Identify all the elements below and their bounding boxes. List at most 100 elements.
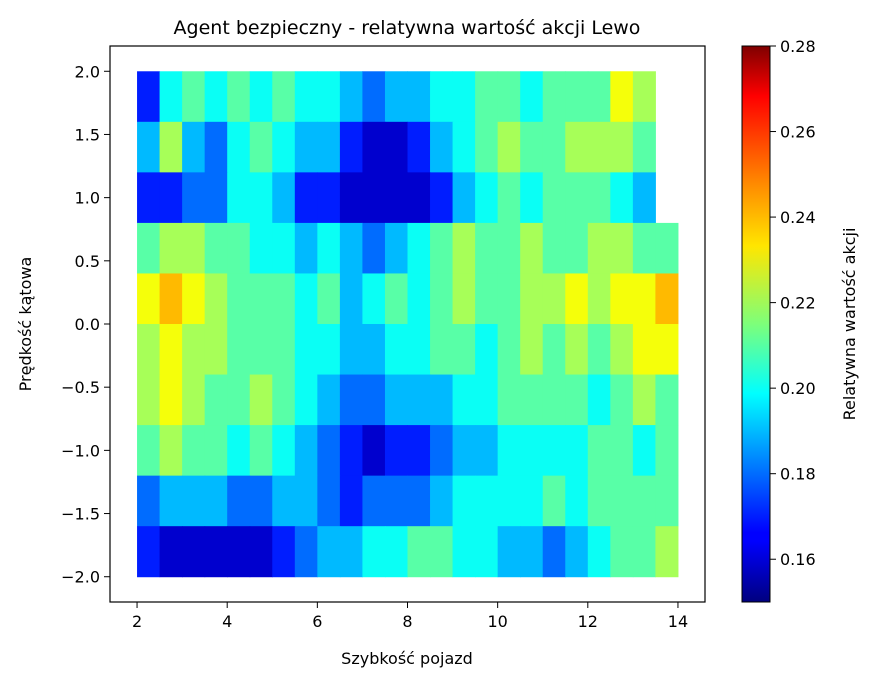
heatmap-cell <box>610 71 634 123</box>
heatmap-cell <box>204 374 228 426</box>
heatmap-cell <box>497 71 521 123</box>
heatmap-cell <box>294 172 318 224</box>
heatmap-cell <box>294 222 318 274</box>
heatmap-cell <box>317 475 341 527</box>
heatmap-cell <box>632 425 656 477</box>
heatmap-cell <box>452 475 476 527</box>
heatmap-cell <box>272 121 296 173</box>
heatmap-cell <box>182 172 206 224</box>
heatmap-cell <box>565 475 589 527</box>
colorbar-tick-label: 0.22 <box>780 294 816 313</box>
heatmap-cell <box>137 324 161 376</box>
heatmap-cell <box>227 222 251 274</box>
heatmap-cell <box>249 374 273 426</box>
heatmap-cell <box>407 324 431 376</box>
heatmap-cell <box>204 172 228 224</box>
heatmap-cell <box>362 121 386 173</box>
heatmap-cell <box>159 475 183 527</box>
heatmap-cell <box>317 374 341 426</box>
heatmap-cell <box>475 222 499 274</box>
heatmap-cell <box>520 374 544 426</box>
heatmap-cell <box>542 121 566 173</box>
heatmap-cell <box>430 475 454 527</box>
heatmap-cell <box>272 425 296 477</box>
heatmap-cell <box>362 475 386 527</box>
heatmap-cell <box>227 71 251 123</box>
heatmap-cell <box>204 526 228 578</box>
heatmap-cell <box>182 71 206 123</box>
colorbar-tick-label: 0.18 <box>780 465 816 484</box>
heatmap-cell <box>520 71 544 123</box>
y-tick-label: 0.5 <box>75 252 100 271</box>
heatmap-cell <box>384 425 408 477</box>
heatmap-cell <box>407 71 431 123</box>
heatmap-cell <box>137 475 161 527</box>
y-tick-label: 1.5 <box>75 125 100 144</box>
heatmap-cell <box>182 475 206 527</box>
heatmap-cell <box>497 475 521 527</box>
heatmap-cell <box>632 526 656 578</box>
heatmap-cell <box>137 526 161 578</box>
heatmap-cell <box>317 172 341 224</box>
heatmap-cell <box>294 324 318 376</box>
x-tick-label: 8 <box>402 612 412 631</box>
heatmap-cell <box>407 374 431 426</box>
heatmap-cell <box>384 273 408 325</box>
heatmap-cell <box>362 71 386 123</box>
heatmap-cell <box>655 475 679 527</box>
heatmap-cell <box>249 273 273 325</box>
heatmap-cell <box>565 526 589 578</box>
heatmap-cell <box>520 526 544 578</box>
colorbar-tick-label: 0.20 <box>780 379 816 398</box>
heatmap-cell <box>317 273 341 325</box>
colorbar-tick-label: 0.24 <box>780 208 816 227</box>
heatmap-cell <box>565 71 589 123</box>
heatmap-cell <box>430 121 454 173</box>
heatmap-cell <box>272 222 296 274</box>
heatmap-cell <box>182 374 206 426</box>
heatmap-cell <box>587 222 611 274</box>
heatmap-cell <box>497 172 521 224</box>
heatmap-cell <box>227 273 251 325</box>
heatmap-cell <box>294 374 318 426</box>
colorbar-label: Relatywna wartość akcji <box>840 228 859 421</box>
heatmap-cell <box>565 273 589 325</box>
heatmap-cell <box>384 222 408 274</box>
heatmap-cell <box>430 324 454 376</box>
x-axis-label: Szybkość pojazd <box>341 649 473 668</box>
heatmap-cell <box>317 425 341 477</box>
heatmap-cell <box>497 425 521 477</box>
heatmap-cell <box>272 273 296 325</box>
heatmap-cell <box>384 324 408 376</box>
heatmap-cell <box>610 121 634 173</box>
y-axis-label: Prędkość kątowa <box>16 257 35 392</box>
heatmap-cell <box>227 475 251 527</box>
heatmap-cell <box>137 273 161 325</box>
heatmap-cell <box>182 324 206 376</box>
heatmap-cell <box>339 121 363 173</box>
heatmap-cell <box>452 71 476 123</box>
heatmap-cell <box>227 172 251 224</box>
heatmap-cell <box>294 425 318 477</box>
heatmap-cells <box>137 71 679 578</box>
heatmap-cell <box>497 222 521 274</box>
y-axis: −2.0 −1.5 −1.0 −0.5 0.0 0.5 1.0 1.5 2.0 <box>61 62 110 587</box>
heatmap-cell <box>497 121 521 173</box>
heatmap-cell <box>632 324 656 376</box>
y-tick-label: −2.0 <box>61 568 100 587</box>
heatmap-cell <box>542 172 566 224</box>
heatmap-cell <box>452 273 476 325</box>
heatmap-cell <box>159 222 183 274</box>
heatmap-cell <box>587 374 611 426</box>
heatmap-cell <box>249 222 273 274</box>
heatmap-cell <box>475 526 499 578</box>
heatmap-cell <box>384 374 408 426</box>
heatmap-cell <box>137 121 161 173</box>
heatmap-cell <box>587 71 611 123</box>
heatmap-cell <box>294 273 318 325</box>
heatmap-cell <box>159 121 183 173</box>
heatmap-cell <box>159 425 183 477</box>
heatmap-cell <box>610 273 634 325</box>
heatmap-cell <box>204 475 228 527</box>
x-tick-label: 2 <box>132 612 142 631</box>
